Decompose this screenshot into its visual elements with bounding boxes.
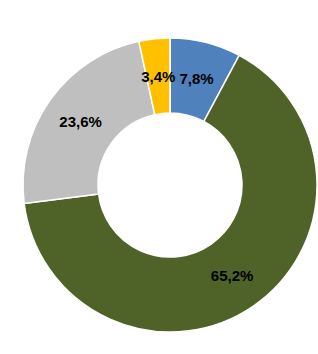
svg-text:7,8%: 7,8% (179, 70, 213, 87)
svg-text:65,2%: 65,2% (211, 267, 254, 284)
svg-text:3,4%: 3,4% (141, 68, 175, 85)
svg-text:23,6%: 23,6% (59, 113, 102, 130)
